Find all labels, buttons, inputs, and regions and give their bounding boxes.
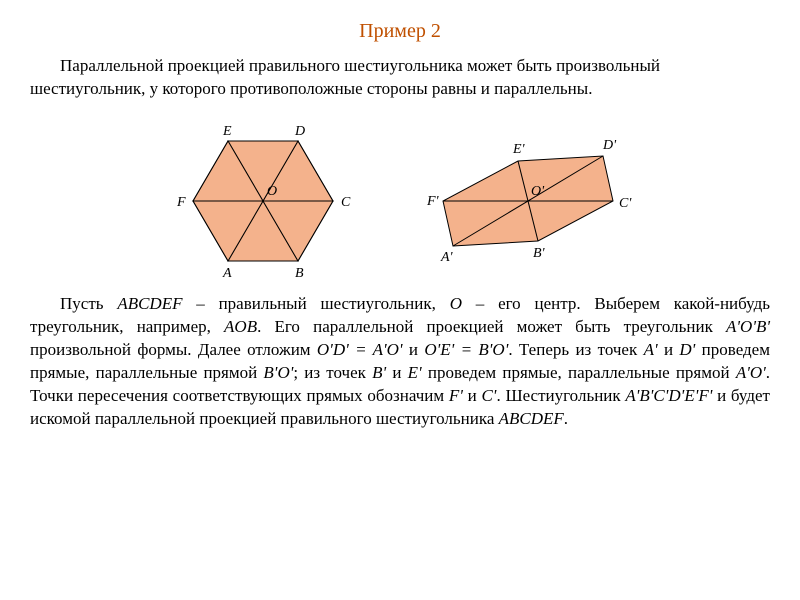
t: ; из точек xyxy=(293,363,372,382)
regular-hexagon-figure: A B C D E F O xyxy=(163,111,363,281)
t: . Теперь из точек xyxy=(508,340,643,359)
svg-text:O': O' xyxy=(531,184,545,199)
t: B' xyxy=(372,363,386,382)
projected-hexagon-figure: A' B' C' D' E' F' O' xyxy=(423,121,638,271)
body-paragraph: Пусть ABCDEF – правильный шестиугольник,… xyxy=(30,293,770,431)
svg-text:B': B' xyxy=(533,246,546,261)
svg-text:F: F xyxy=(176,195,186,210)
t: A'O' xyxy=(736,363,766,382)
t: A' xyxy=(644,340,658,359)
t: A'B'C'D'E'F' xyxy=(625,386,712,405)
t: A'O'B' xyxy=(726,317,770,336)
t: и xyxy=(403,340,425,359)
t: D' xyxy=(679,340,695,359)
t: и xyxy=(658,340,680,359)
svg-text:C': C' xyxy=(619,196,632,211)
t: . Шестиугольник xyxy=(496,386,625,405)
svg-text:A': A' xyxy=(440,250,454,265)
t: B'O' xyxy=(263,363,293,382)
t: O xyxy=(450,294,462,313)
t: E' xyxy=(408,363,422,382)
t: C' xyxy=(481,386,496,405)
t: O'D' = A'O' xyxy=(317,340,403,359)
t: F' xyxy=(449,386,463,405)
figures-row: A B C D E F O A' B' C' D' E' F' O' xyxy=(30,111,770,281)
t: проведем прямые, параллельные прямой xyxy=(422,363,736,382)
t: ABCDEF xyxy=(499,409,564,428)
t: – правильный шестиугольник, xyxy=(182,294,449,313)
svg-text:D': D' xyxy=(602,138,617,153)
t: произвольной формы. Далее отложим xyxy=(30,340,317,359)
t: Пусть xyxy=(60,294,117,313)
t: . Его параллельной проекцией может быть … xyxy=(257,317,726,336)
svg-text:F': F' xyxy=(426,194,440,209)
t: ABCDEF xyxy=(117,294,182,313)
intro-paragraph: Параллельной проекцией правильного шести… xyxy=(30,55,770,101)
intro-text: Параллельной проекцией правильного шести… xyxy=(30,56,660,98)
svg-text:O: O xyxy=(267,184,277,199)
t: . xyxy=(564,409,568,428)
t: и xyxy=(386,363,408,382)
t: AOB xyxy=(224,317,257,336)
svg-text:D: D xyxy=(294,124,305,139)
svg-text:E: E xyxy=(222,124,232,139)
svg-text:E': E' xyxy=(512,142,526,157)
t: O'E' = B'O' xyxy=(424,340,508,359)
svg-text:B: B xyxy=(295,266,304,281)
svg-text:A: A xyxy=(222,266,232,281)
example-title: Пример 2 xyxy=(30,20,770,43)
title-text: Пример 2 xyxy=(359,20,441,42)
svg-text:C: C xyxy=(341,195,351,210)
t: и xyxy=(463,386,482,405)
